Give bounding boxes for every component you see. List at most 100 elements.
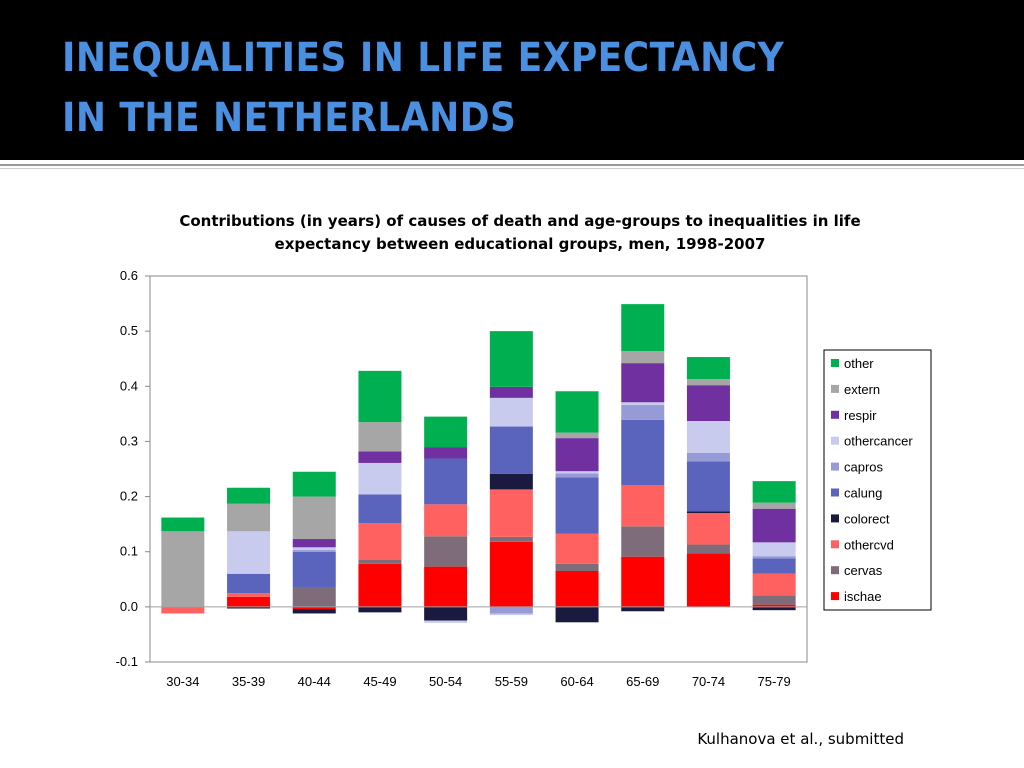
bar-segment-ischae: [489, 541, 533, 607]
bar-segment-respir: [489, 386, 533, 398]
bar-segment-respir: [686, 385, 730, 422]
bar-segment-capros: [752, 556, 796, 559]
header-divider: [0, 164, 1024, 166]
bar-segment-calung: [424, 458, 468, 505]
bar-segment-ischae: [292, 606, 336, 610]
bar-segment-ischae: [424, 566, 468, 607]
bar-segment-othercancer: [292, 547, 336, 551]
bar-segment-othercancer: [489, 397, 533, 427]
bar-segment-othercancer: [358, 462, 402, 495]
legend-swatch-cervas: [831, 566, 839, 575]
bar-segment-othercvd: [621, 484, 665, 527]
legend-box: [823, 349, 932, 611]
x-tick-label: 35-39: [232, 674, 265, 689]
y-tick-label: 0.2: [120, 489, 138, 504]
bar-segment-othercancer: [489, 613, 533, 616]
x-tick-label: 30-34: [166, 674, 199, 689]
bar-segment-ischae: [358, 563, 402, 607]
bar-segment-cervas: [686, 544, 730, 554]
bar-segment-ischae: [621, 556, 665, 607]
bar-segment-respir: [424, 447, 468, 459]
legend-label-extern: extern: [844, 382, 880, 397]
legend-swatch-extern: [831, 384, 839, 393]
bar-segment-other: [489, 331, 533, 387]
bar-segment-calung: [752, 558, 796, 574]
legend-swatch-ischae: [831, 592, 839, 601]
bar-segment-calung: [686, 461, 730, 512]
x-tick-label: 45-49: [363, 674, 396, 689]
bar-segment-other: [555, 391, 599, 433]
bar-segment-other: [358, 370, 402, 423]
bar-segment-othercvd: [227, 593, 271, 597]
bar-segment-other: [227, 487, 271, 504]
x-tick-label: 50-54: [429, 674, 462, 689]
legend-label-ischae: ischae: [844, 589, 882, 604]
bar-segment-respir: [292, 539, 336, 548]
legend-label-colorect: colorect: [844, 511, 890, 526]
bar-segment-calung: [489, 426, 533, 474]
bar-segment-respir: [358, 451, 402, 463]
y-tick-label: 0.0: [120, 599, 138, 614]
bar-segment-ischae: [227, 596, 271, 607]
legend-swatch-other: [831, 359, 839, 367]
bar-segment-othercvd: [161, 606, 205, 614]
bar-segment-colorect: [686, 511, 730, 514]
header-divider-thin: [0, 168, 1024, 169]
bar-segment-respir: [621, 363, 665, 403]
legend-label-calung: calung: [844, 486, 882, 501]
bar-segment-colorect: [555, 606, 599, 623]
bar-segment-othercvd: [358, 523, 402, 560]
bar-segment-capros: [686, 453, 730, 462]
bar-segment-othercancer: [555, 471, 599, 474]
x-tick-label: 70-74: [692, 674, 725, 689]
bar-segment-othercvd: [752, 573, 796, 596]
legend-label-capros: capros: [844, 460, 884, 475]
legend-label-other: other: [844, 356, 874, 371]
bar-segment-respir: [555, 438, 599, 472]
bar-segment-calung: [358, 494, 402, 524]
legend-label-othercvd: othercvd: [844, 537, 894, 552]
bar-segment-other: [752, 481, 796, 503]
bar-segment-cervas: [489, 536, 533, 542]
x-tick-label: 60-64: [560, 674, 593, 689]
bar-segment-colorect: [621, 606, 665, 612]
legend-label-cervas: cervas: [844, 563, 883, 578]
bar-segment-ischae: [686, 553, 730, 607]
x-tick-label: 75-79: [758, 674, 791, 689]
bar-segment-colorect: [424, 606, 468, 621]
bar-segment-ischae: [752, 604, 796, 607]
bar-segment-calung: [292, 551, 336, 588]
bar-segment-cervas: [292, 587, 336, 607]
bar-segment-cervas: [358, 559, 402, 564]
chart-title-line1: Contributions (in years) of causes of de…: [179, 212, 861, 230]
legend-swatch-capros: [831, 462, 839, 471]
bar-segment-other: [424, 416, 468, 448]
bar-segment-capros: [555, 473, 599, 478]
slide-title-line2: IN THE NETHERLANDS: [62, 95, 517, 141]
bar-segment-cervas: [752, 595, 796, 605]
bar-segment-othercvd: [424, 504, 468, 537]
bar-segment-othercvd: [555, 533, 599, 564]
chart-title: Contributions (in years) of causes of de…: [150, 210, 890, 256]
bar-segment-othercancer: [752, 542, 796, 557]
legend-label-respir: respir: [844, 408, 877, 423]
legend-label-othercancer: othercancer: [844, 434, 913, 449]
bar-segment-cervas: [555, 563, 599, 572]
bar-segment-extern: [752, 502, 796, 509]
x-tick-label: 55-59: [495, 674, 528, 689]
bar-segment-extern: [555, 432, 599, 439]
bar-segment-ischae: [555, 571, 599, 607]
bar-segment-othercvd: [686, 513, 730, 545]
x-tick-label: 40-44: [298, 674, 331, 689]
bar-segment-extern: [227, 503, 271, 532]
bar-segment-other: [292, 471, 336, 497]
source-citation: Kulhanova et al., submitted: [697, 730, 904, 748]
x-tick-label: 65-69: [626, 674, 659, 689]
bar-segment-othercancer: [424, 620, 468, 623]
bar-segment-capros: [489, 606, 533, 614]
legend-swatch-respir: [831, 410, 839, 419]
bar-segment-respir: [752, 508, 796, 543]
y-tick-label: 0.1: [120, 544, 138, 559]
bar-segment-other: [686, 357, 730, 380]
bar-segment-extern: [292, 496, 336, 540]
